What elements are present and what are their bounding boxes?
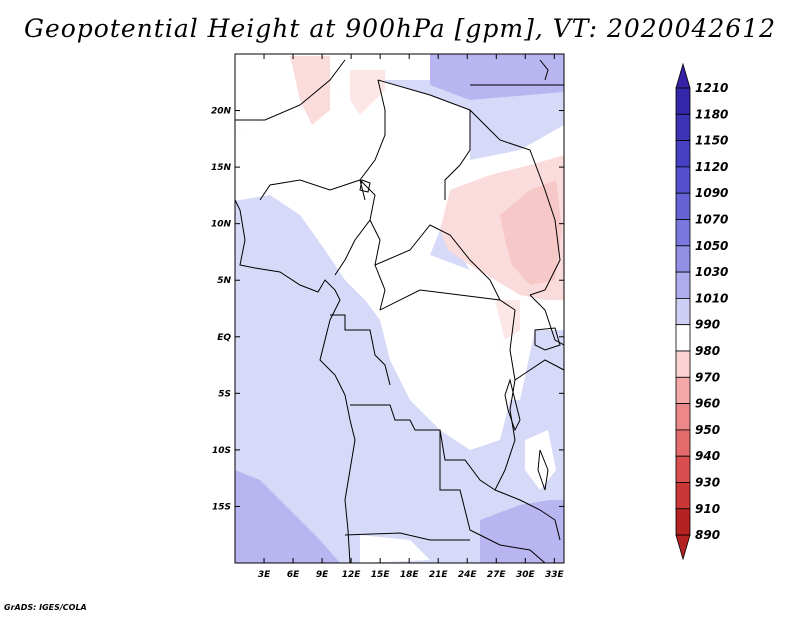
colorbar-label: 1090 [695,186,728,200]
field-white-south [360,535,430,563]
border-sahara-west [235,59,346,121]
lon-label: 27E [487,570,507,580]
border-nigeria [259,179,376,276]
river-red-sea [539,59,549,81]
border-tanzania [514,359,564,381]
border-zimbabwe [479,534,546,563]
colorbar-segment [675,166,691,194]
lon-label: 12E [342,570,362,580]
lat-label: 10N [211,220,232,230]
colorbar-segment [675,297,691,326]
lat-label: EQ [217,333,231,343]
lon-label: 3E [258,570,271,580]
colorbar-segment [675,324,691,352]
lat-label: 5S [218,389,231,399]
colorbar-segment [675,245,691,273]
colorbar-label: 950 [695,423,720,437]
lon-label: 21E [429,570,449,580]
border-car [374,224,501,301]
colorbar-label: 980 [695,344,720,358]
border-gabon-congo [330,314,391,386]
lon-label: 33E [545,570,565,580]
map-title: Geopotential Height at 900hPa [gpm], VT:… [23,14,777,43]
border-angola-namibia [344,532,470,541]
lon-label: 15E [371,570,391,580]
lat-label: 15N [211,163,232,173]
colorbar: 1210 1180 1150 1120 1090 1070 1050 1030 1010 990 9… [675,62,728,561]
coastline-west-africa [235,199,356,563]
field-red-north-2 [350,70,385,115]
lat-axis: 20N 15N 10N 5N EQ 5S 10S 15S [211,107,564,512]
field-red-north [290,56,330,125]
lat-label: 15S [212,502,231,512]
colorbar-segment [675,113,691,142]
colorbar-label: 1050 [695,239,728,253]
colorbar-label: 970 [695,370,720,384]
colorbar-segment [675,455,691,483]
lon-label: 30E [516,570,536,580]
field-blue-se-corner [480,500,564,563]
colorbar-label: 1180 [695,107,728,121]
lake-malawi [537,449,549,491]
colorbar-segment [675,271,691,299]
colorbar-segment [675,140,691,168]
map-field [235,54,564,563]
field-red-lakes [495,300,520,340]
colorbar-label: 1120 [695,160,728,174]
lon-label: 18E [400,570,420,580]
field-blue-northeast [470,92,564,160]
lake-tanganyika [504,378,521,432]
colorbar-label: 910 [695,502,720,516]
credit-label: GrADS: IGES/COLA [4,603,87,612]
colorbar-bottom-arrow [675,534,691,561]
lon-axis: 3E 6E 9E 12E 15E 18E 21E 24E 27E 30E 33E [258,54,565,580]
lake-chad [359,179,371,193]
colorbar-segment [675,482,691,510]
border-zambia-mozambique [494,489,561,541]
lon-label: 9E [316,570,329,580]
lat-label: 10S [212,446,231,456]
field-white-region [235,80,510,450]
border-libya-sudan [377,79,471,200]
colorbar-label: 930 [695,476,720,490]
colorbar-segment [675,508,691,536]
field-white-se [525,430,556,490]
field-blue-ne-corner [430,54,564,100]
lat-label: 20N [211,107,232,117]
colorbar-label: 1010 [695,291,728,305]
border-drc-north [379,289,516,311]
lat-label: 5N [217,276,231,286]
lon-label: 6E [287,570,300,580]
colorbar-label: 1030 [695,265,728,279]
border-sudan-ethiopia [469,109,561,296]
lake-victoria [534,327,561,351]
map-borders [235,59,564,563]
colorbar-segment [675,403,691,431]
colorbar-label: 1150 [695,134,728,148]
map-frame [234,53,565,564]
colorbar-segment [675,219,691,247]
colorbar-segment [675,429,691,457]
colorbar-label: 890 [695,528,720,542]
colorbar-segment [675,87,691,115]
border-drc-east [494,309,516,491]
colorbar-segment [675,192,691,220]
colorbar-label: 960 [695,397,720,411]
colorbar-label: 1210 [695,81,728,95]
border-angola-zambia [439,430,481,536]
colorbar-segment [675,376,691,404]
colorbar-label: 940 [695,449,720,463]
colorbar-label: 1070 [695,213,728,227]
colorbar-label: 990 [695,318,720,332]
colorbar-top-arrow [675,62,691,89]
field-blue-sw-corner [235,470,340,563]
lon-label: 24E [458,570,478,580]
colorbar-segment [675,350,691,378]
border-drc-south [350,404,496,491]
field-red-east-darker [500,180,562,285]
